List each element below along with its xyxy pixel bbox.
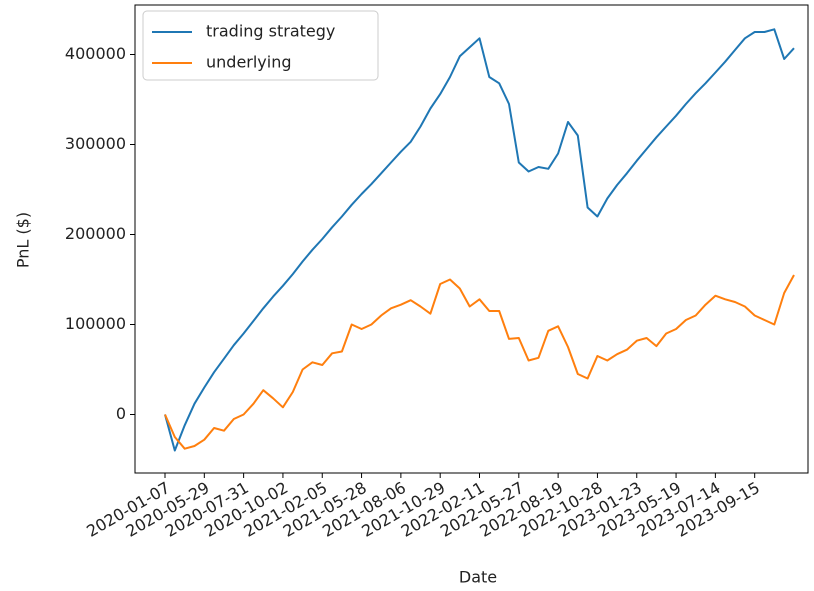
legend-label: underlying (206, 53, 292, 72)
y-tick-label: 100000 (65, 314, 126, 333)
y-tick-label: 200000 (65, 224, 126, 243)
x-axis-label: Date (459, 568, 497, 587)
series-line (164, 274, 795, 450)
series-line (164, 28, 795, 452)
axes-frame (134, 4, 809, 474)
y-axis-label: PnL ($) (14, 212, 33, 268)
y-tick-label: 300000 (65, 134, 126, 153)
y-tick-label: 0 (116, 404, 126, 423)
legend-label: trading strategy (206, 22, 335, 41)
legend-box (142, 10, 379, 81)
y-tick-label: 400000 (65, 44, 126, 63)
